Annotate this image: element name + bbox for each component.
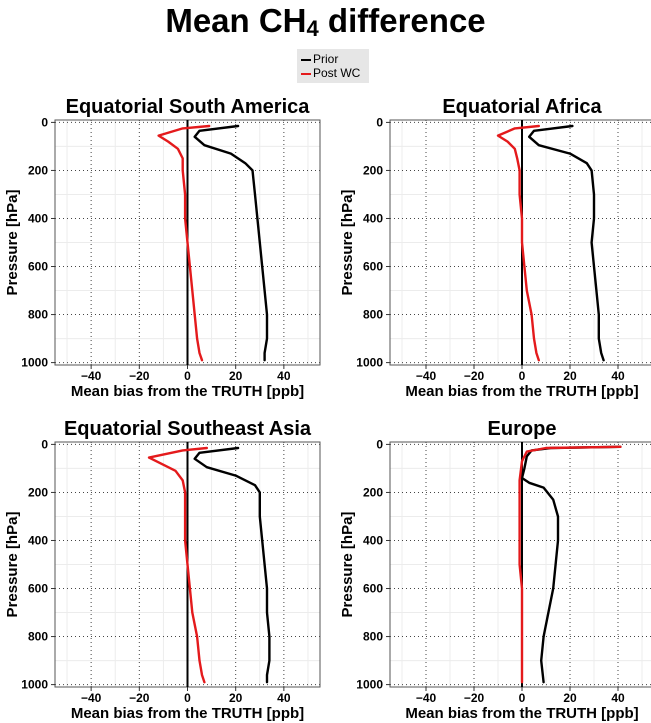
y-tick-label: 600: [363, 582, 383, 596]
y-axis-label: Pressure [hPa]: [4, 512, 21, 618]
y-tick-label: 0: [376, 115, 383, 129]
chart-panel-2: Equatorial Africa−40 −20 0 20 40020040060080…: [339, 96, 651, 400]
x-tick-label: −40: [81, 369, 102, 383]
series-line-prior: [193, 124, 269, 362]
x-tick-label: −40: [416, 369, 437, 383]
y-tick-label: 800: [363, 308, 383, 322]
x-tick-label: 0: [519, 369, 526, 383]
series-line-post-wc: [496, 124, 540, 362]
series-line-post-wc: [157, 124, 211, 362]
y-tick-label: 400: [363, 533, 383, 547]
y-tick-label: 0: [376, 437, 383, 451]
y-tick-label: 600: [28, 582, 48, 596]
series-line-prior: [520, 445, 622, 684]
legend-label-post-wc: Post WC: [313, 66, 361, 80]
panel-title: Equatorial Southeast Asia: [64, 418, 312, 440]
y-tick-label: 1000: [356, 678, 383, 692]
x-tick-label: 40: [277, 691, 291, 705]
y-tick-label: 0: [41, 437, 48, 451]
y-tick-label: 600: [28, 260, 48, 274]
x-tick-label: 20: [229, 691, 243, 705]
x-tick-label: 0: [184, 369, 191, 383]
y-tick-label: 800: [363, 630, 383, 644]
legend-entry-prior: Prior: [301, 52, 338, 66]
x-axis-label: Mean bias from the TRUTH [ppb]: [405, 705, 638, 722]
series-line-prior: [528, 124, 605, 362]
x-tick-label: 20: [563, 691, 577, 705]
y-tick-label: 600: [363, 260, 383, 274]
y-tick-label: 200: [28, 485, 48, 499]
y-tick-label: 200: [363, 163, 383, 177]
y-tick-label: 400: [28, 211, 48, 225]
legend-label-prior: Prior: [313, 52, 339, 66]
panel-title: Equatorial South America: [66, 96, 311, 118]
y-axis-label: Pressure [hPa]: [4, 190, 21, 296]
x-tick-label: −20: [464, 369, 485, 383]
x-tick-label: −20: [129, 691, 150, 705]
y-tick-label: 200: [28, 163, 48, 177]
series-line-post-wc: [147, 446, 209, 684]
series-line-post-wc: [518, 445, 622, 684]
x-tick-label: 20: [563, 369, 577, 383]
x-tick-label: 40: [277, 369, 291, 383]
y-tick-label: 1000: [21, 356, 48, 370]
legend-swatch-prior: [301, 58, 311, 61]
chart-panel-3: Equatorial Southeast Asia−40 −20 0 20 400200…: [4, 418, 321, 722]
x-axis-label: Mean bias from the TRUTH [ppb]: [71, 383, 304, 400]
x-tick-label: −40: [81, 691, 102, 705]
y-tick-label: 800: [28, 308, 48, 322]
y-axis-label: Pressure [hPa]: [339, 190, 356, 296]
panel-title: Equatorial Africa: [442, 96, 602, 118]
y-tick-label: 200: [363, 485, 383, 499]
figure-title: Mean CH4 difference: [165, 2, 486, 41]
y-tick-label: 1000: [21, 678, 48, 692]
legend-swatch-post-wc: [301, 72, 311, 75]
legend: Prior Post WC: [297, 49, 369, 83]
x-tick-label: −20: [129, 369, 150, 383]
x-tick-label: 0: [184, 691, 191, 705]
x-tick-label: 40: [611, 369, 625, 383]
x-tick-label: −40: [416, 691, 437, 705]
x-axis-label: Mean bias from the TRUTH [ppb]: [71, 705, 304, 722]
series-line-prior: [193, 446, 271, 684]
y-tick-label: 400: [363, 211, 383, 225]
y-axis-label: Pressure [hPa]: [339, 512, 356, 618]
x-axis-label: Mean bias from the TRUTH [ppb]: [405, 383, 638, 400]
legend-entry-post-wc: Post WC: [301, 66, 360, 80]
y-tick-label: 0: [41, 115, 48, 129]
x-tick-label: 20: [229, 369, 243, 383]
chart-panel-1: Equatorial South America−40 −20 0 20 4002004…: [4, 96, 321, 400]
x-tick-label: 0: [519, 691, 526, 705]
y-tick-label: 1000: [356, 356, 383, 370]
y-tick-label: 400: [28, 533, 48, 547]
panel-title: Europe: [488, 418, 557, 440]
y-tick-label: 800: [28, 630, 48, 644]
x-tick-label: 40: [611, 691, 625, 705]
x-tick-label: −20: [464, 691, 485, 705]
